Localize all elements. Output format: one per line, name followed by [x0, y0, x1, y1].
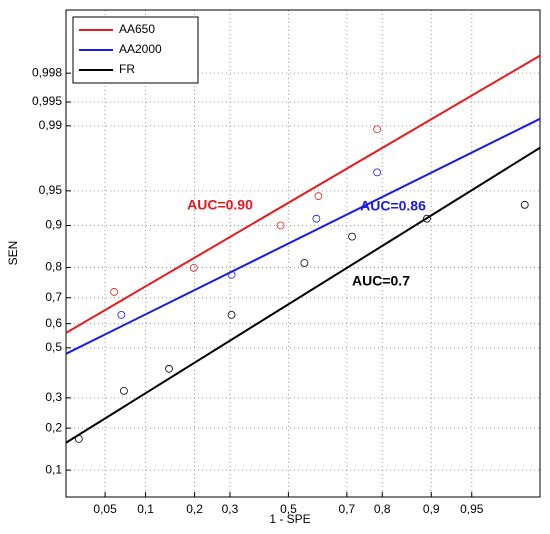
series-line [65, 146, 541, 444]
data-point [348, 232, 356, 241]
y-tick-label: 0,9 [45, 218, 62, 232]
x-tick-label: 0,95 [460, 502, 484, 516]
y-axis-label: SEN [6, 241, 20, 266]
y-tick-label: 0,2 [45, 420, 62, 434]
plot-frame [65, 9, 541, 498]
x-tick-label: 0,3 [222, 502, 239, 516]
y-tick-label: 0,95 [39, 183, 63, 197]
y-tick-label: 0,998 [32, 65, 62, 79]
data-point [373, 125, 382, 134]
x-tick-label: 0,05 [93, 502, 117, 516]
x-tick-label: 0,8 [374, 502, 391, 516]
annotation: AUC=0.90 [187, 197, 253, 213]
x-tick-label: 0,2 [186, 502, 203, 516]
data-point [74, 434, 83, 443]
data-point [300, 259, 309, 267]
y-tick-label: 0,1 [45, 462, 62, 476]
y-tick-label: 0,99 [39, 118, 63, 132]
data-point [165, 364, 173, 373]
x-tick-label: 0,7 [339, 502, 356, 516]
y-tick-label: 0,5 [45, 340, 62, 354]
legend: AA650 AA2000 FR [72, 16, 199, 84]
data-point [117, 310, 126, 319]
x-axis-label: 1 - SPE [269, 512, 310, 526]
data-point [314, 192, 323, 201]
data-point [227, 310, 236, 319]
x-tick-label: 0,5 [280, 502, 297, 516]
x-tick-label: 0,9 [423, 502, 440, 516]
data-point [110, 288, 119, 296]
annotation: AUC=0.86 [360, 198, 426, 214]
y-tick-label: 0,3 [45, 390, 62, 404]
y-tick-label: 0,6 [45, 316, 62, 330]
x-tick-label: 0,1 [137, 502, 154, 516]
data-point [227, 270, 236, 279]
legend-label: FR [119, 62, 135, 76]
y-tick-label: 0,8 [45, 260, 62, 274]
data-point [312, 214, 321, 223]
data-point [120, 386, 128, 395]
legend-label: AA650 [119, 22, 155, 36]
series-line [65, 54, 541, 334]
data-point [373, 168, 382, 177]
data-point [189, 263, 198, 272]
legend-label: AA2000 [119, 42, 162, 56]
annotation: AUC=0.7 [352, 273, 410, 289]
data-point [520, 200, 529, 209]
y-tick-label: 0,995 [32, 94, 62, 108]
series-line [65, 117, 541, 355]
data-point [276, 221, 285, 230]
data-point [423, 214, 431, 223]
y-tick-label: 0,7 [45, 290, 62, 304]
